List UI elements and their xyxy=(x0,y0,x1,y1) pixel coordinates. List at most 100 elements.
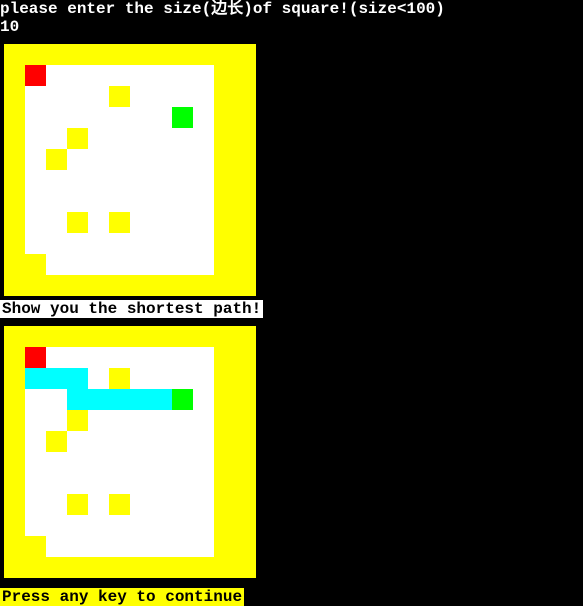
obstacle-cell xyxy=(214,494,235,515)
path-cell xyxy=(151,389,172,410)
empty-cell xyxy=(151,431,172,452)
empty-cell xyxy=(109,233,130,254)
border-wall xyxy=(235,452,256,473)
empty-cell xyxy=(25,149,46,170)
border-wall xyxy=(193,326,214,347)
maze-grid-1 xyxy=(4,44,583,296)
obstacle-cell xyxy=(25,536,46,557)
empty-cell xyxy=(130,410,151,431)
empty-cell xyxy=(151,107,172,128)
empty-cell xyxy=(46,254,67,275)
obstacle-cell xyxy=(67,128,88,149)
obstacle-cell xyxy=(214,473,235,494)
border-wall xyxy=(4,473,25,494)
empty-cell xyxy=(151,494,172,515)
empty-cell xyxy=(25,494,46,515)
empty-cell xyxy=(25,410,46,431)
border-wall xyxy=(172,326,193,347)
empty-cell xyxy=(88,254,109,275)
border-wall xyxy=(4,254,25,275)
obstacle-cell xyxy=(109,212,130,233)
empty-cell xyxy=(25,86,46,107)
empty-cell xyxy=(151,212,172,233)
empty-cell xyxy=(130,473,151,494)
path-cell xyxy=(25,368,46,389)
goal-cell xyxy=(172,389,193,410)
border-wall xyxy=(4,212,25,233)
border-wall xyxy=(130,44,151,65)
empty-cell xyxy=(109,515,130,536)
empty-cell xyxy=(88,191,109,212)
empty-cell xyxy=(46,389,67,410)
obstacle-cell xyxy=(109,368,130,389)
border-wall xyxy=(151,44,172,65)
empty-cell xyxy=(25,389,46,410)
border-wall xyxy=(4,431,25,452)
empty-cell xyxy=(172,86,193,107)
border-wall xyxy=(4,128,25,149)
border-wall xyxy=(235,410,256,431)
empty-cell xyxy=(172,515,193,536)
obstacle-cell xyxy=(46,149,67,170)
empty-cell xyxy=(88,536,109,557)
empty-cell xyxy=(193,431,214,452)
border-wall xyxy=(4,44,25,65)
continue-prompt[interactable]: Press any key to continue xyxy=(0,588,244,606)
border-wall xyxy=(235,86,256,107)
obstacle-cell xyxy=(214,410,235,431)
border-wall xyxy=(193,275,214,296)
empty-cell xyxy=(130,107,151,128)
console-prompt: please enter the size(边长)of square!(size… xyxy=(0,0,583,18)
empty-cell xyxy=(25,170,46,191)
border-wall xyxy=(235,389,256,410)
border-wall xyxy=(46,44,67,65)
empty-cell xyxy=(67,536,88,557)
empty-cell xyxy=(67,347,88,368)
empty-cell xyxy=(172,254,193,275)
empty-cell xyxy=(46,515,67,536)
border-wall xyxy=(235,494,256,515)
obstacle-cell xyxy=(214,536,235,557)
empty-cell xyxy=(172,410,193,431)
border-wall xyxy=(214,326,235,347)
empty-cell xyxy=(130,170,151,191)
empty-cell xyxy=(193,212,214,233)
empty-cell xyxy=(88,515,109,536)
empty-cell xyxy=(151,368,172,389)
empty-cell xyxy=(172,473,193,494)
empty-cell xyxy=(172,149,193,170)
obstacle-cell xyxy=(214,254,235,275)
empty-cell xyxy=(25,515,46,536)
maze-grid-2 xyxy=(4,326,583,578)
empty-cell xyxy=(172,128,193,149)
empty-cell xyxy=(46,170,67,191)
empty-cell xyxy=(193,191,214,212)
empty-cell xyxy=(130,149,151,170)
empty-cell xyxy=(193,536,214,557)
empty-cell xyxy=(193,368,214,389)
obstacle-cell xyxy=(214,149,235,170)
empty-cell xyxy=(130,347,151,368)
path-cell xyxy=(109,389,130,410)
border-wall xyxy=(88,275,109,296)
border-wall xyxy=(4,410,25,431)
empty-cell xyxy=(88,212,109,233)
empty-cell xyxy=(151,452,172,473)
border-wall xyxy=(151,275,172,296)
empty-cell xyxy=(88,452,109,473)
empty-cell xyxy=(193,149,214,170)
obstacle-cell xyxy=(214,368,235,389)
empty-cell xyxy=(172,347,193,368)
border-wall xyxy=(235,44,256,65)
empty-cell xyxy=(130,212,151,233)
empty-cell xyxy=(109,347,130,368)
border-wall xyxy=(172,44,193,65)
empty-cell xyxy=(88,347,109,368)
border-wall xyxy=(4,494,25,515)
empty-cell xyxy=(88,233,109,254)
empty-cell xyxy=(151,536,172,557)
empty-cell xyxy=(109,65,130,86)
path-cell xyxy=(46,368,67,389)
border-wall xyxy=(109,275,130,296)
empty-cell xyxy=(151,86,172,107)
